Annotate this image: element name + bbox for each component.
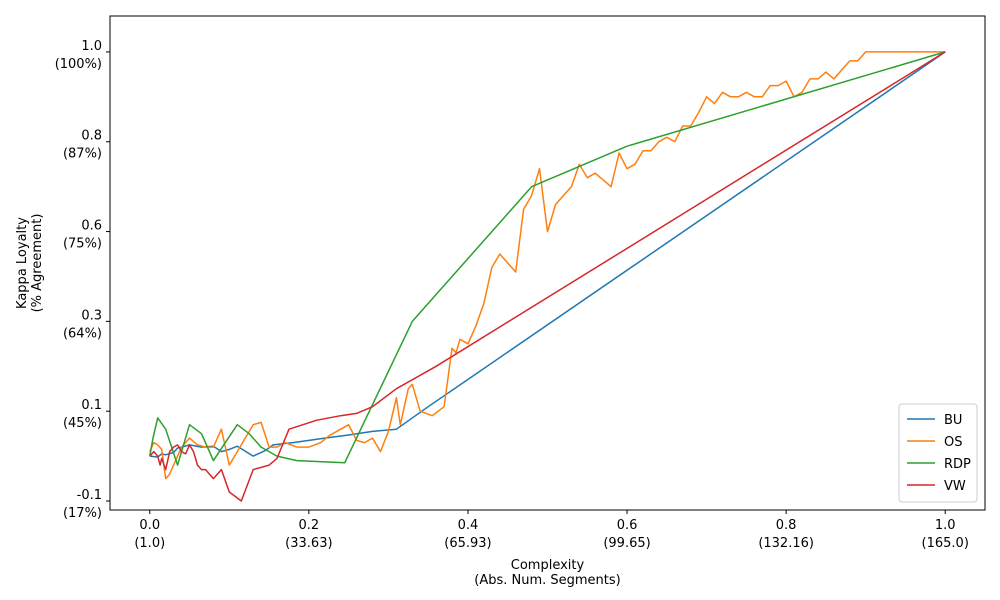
y-tick-label: 0.1 bbox=[81, 398, 102, 413]
y-tick-sublabel: (64%) bbox=[63, 326, 102, 341]
legend-label: BU bbox=[944, 413, 962, 428]
x-tick-label: 1.0 bbox=[935, 518, 956, 533]
legend: BU OS RDP VW bbox=[898, 403, 978, 503]
x-tick-sublabel: (65.93) bbox=[444, 536, 491, 551]
y-axis-ticks: -0.1 (17%) 0.1 (45%) 0.3 (64%) 0.6 (75%) 0.8 (87%… bbox=[55, 39, 110, 521]
y-tick-sublabel: (100%) bbox=[55, 57, 102, 72]
plot-background bbox=[110, 16, 985, 510]
x-tick-label: 0.0 bbox=[139, 518, 160, 533]
y-axis-label-line: (% Agreement) bbox=[30, 214, 45, 313]
x-axis-ticks: 0.0 (1.0) 0.2 (33.63) 0.4 (65.93) 0.6 (99.65) 0.… bbox=[134, 510, 969, 551]
y-tick-sublabel: (45%) bbox=[63, 416, 102, 431]
y-tick-sublabel: (75%) bbox=[63, 237, 102, 252]
x-tick-sublabel: (99.65) bbox=[603, 536, 650, 551]
series-line-bu bbox=[149, 51, 946, 458]
x-tick-sublabel: (132.16) bbox=[758, 536, 814, 551]
x-tick-label: 0.6 bbox=[617, 518, 638, 533]
y-tick-label: 0.3 bbox=[81, 308, 102, 323]
x-tick-label: 0.2 bbox=[299, 518, 320, 533]
legend-label: VW bbox=[944, 479, 966, 494]
series-line-rdp bbox=[149, 51, 946, 466]
x-axis-label-line: (Abs. Num. Segments) bbox=[474, 573, 621, 588]
x-tick-sublabel: (1.0) bbox=[134, 536, 165, 551]
legend-label: RDP bbox=[944, 457, 971, 472]
series-layer bbox=[149, 51, 946, 502]
series-line-vw bbox=[149, 51, 946, 502]
x-tick-sublabel: (165.0) bbox=[922, 536, 969, 551]
legend-box bbox=[898, 403, 978, 503]
x-tick-label: 0.4 bbox=[458, 518, 479, 533]
y-tick-label: 1.0 bbox=[81, 39, 102, 54]
y-axis-label: Kappa Loyalty (% Agreement) bbox=[15, 214, 45, 313]
x-tick-label: 0.8 bbox=[776, 518, 797, 533]
y-tick-label: -0.1 bbox=[77, 488, 102, 503]
y-tick-sublabel: (87%) bbox=[63, 147, 102, 162]
y-axis-label-line: Kappa Loyalty bbox=[15, 217, 30, 309]
y-tick-label: 0.8 bbox=[81, 129, 102, 144]
series-line-os bbox=[149, 51, 946, 480]
x-axis-label: Complexity(Abs. Num. Segments) bbox=[474, 558, 621, 588]
y-tick-label: 0.6 bbox=[81, 219, 102, 234]
plot-frame bbox=[109, 15, 986, 511]
legend-label: OS bbox=[944, 435, 962, 450]
x-tick-sublabel: (33.63) bbox=[285, 536, 332, 551]
y-tick-sublabel: (17%) bbox=[63, 506, 102, 521]
x-axis-label-line: Complexity bbox=[511, 558, 585, 573]
